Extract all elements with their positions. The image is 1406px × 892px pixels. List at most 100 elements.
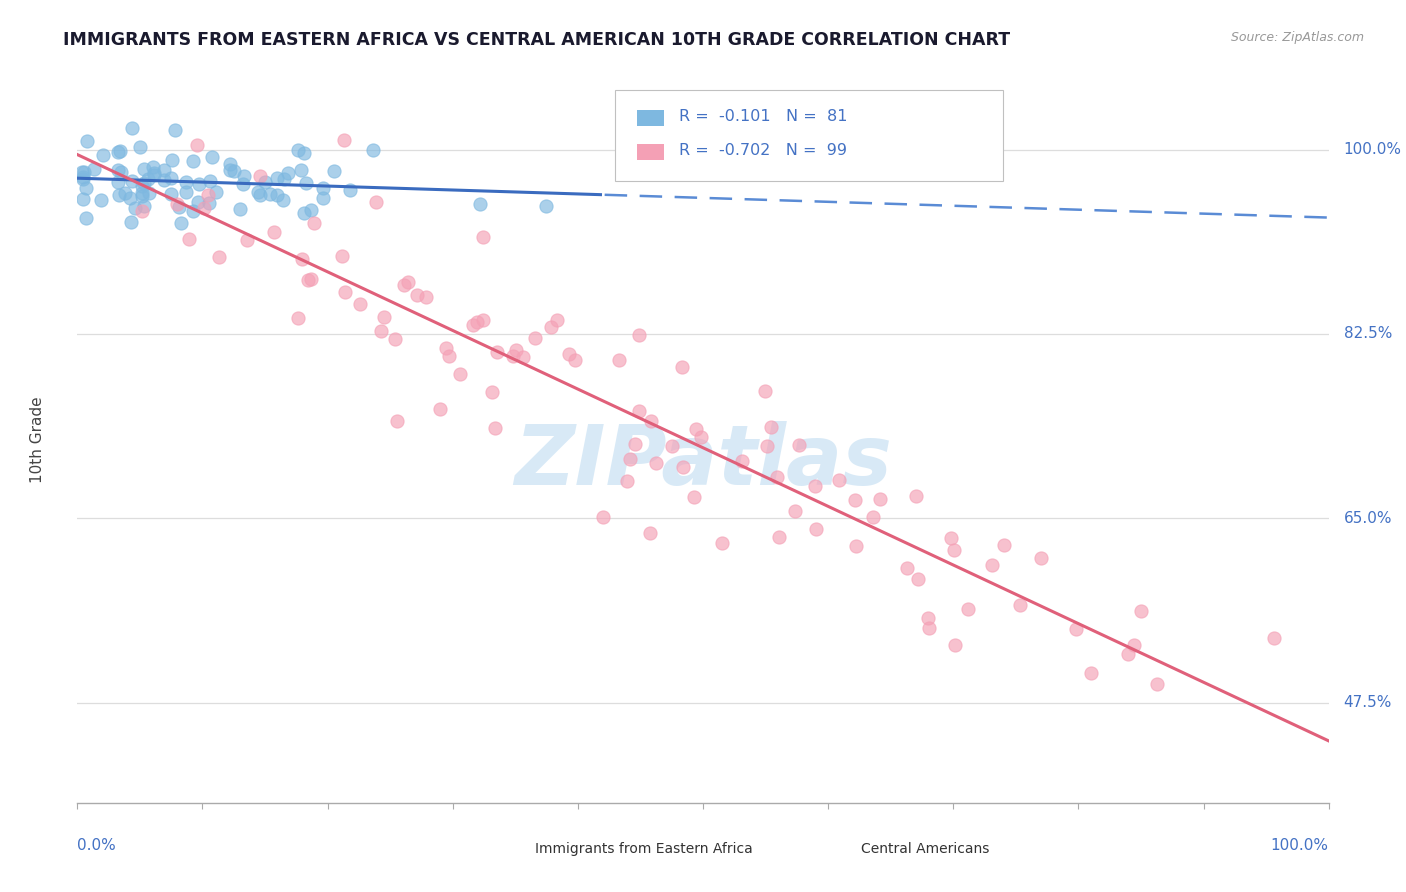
Point — [918, 621, 941, 635]
Point — [754, 384, 776, 399]
Point — [131, 179, 153, 194]
Text: IMMIGRANTS FROM EASTERN AFRICA VS CENTRAL AMERICAN 10TH GRADE CORRELATION CHART: IMMIGRANTS FROM EASTERN AFRICA VS CENTRA… — [63, 31, 1011, 49]
Point — [1146, 676, 1168, 690]
Point — [134, 161, 156, 176]
Point — [153, 173, 176, 187]
Point — [628, 327, 651, 342]
Point — [134, 176, 156, 190]
Point — [862, 510, 884, 524]
Point — [131, 203, 153, 218]
Point — [939, 531, 962, 545]
Text: R =  -0.101   N =  81: R = -0.101 N = 81 — [679, 109, 848, 124]
Point — [502, 349, 524, 363]
Point — [607, 353, 630, 368]
Point — [361, 143, 384, 157]
Point — [640, 414, 662, 428]
FancyBboxPatch shape — [503, 844, 526, 856]
Point — [671, 359, 693, 374]
Point — [297, 273, 319, 287]
Point — [484, 421, 506, 435]
Point — [1123, 638, 1146, 652]
Point — [153, 162, 176, 177]
Point — [645, 456, 668, 470]
Point — [160, 171, 183, 186]
Point — [1116, 647, 1139, 661]
Point — [143, 166, 166, 180]
Point — [785, 504, 807, 518]
Point — [160, 153, 183, 168]
Point — [690, 430, 713, 444]
Point — [981, 558, 1004, 572]
Text: 65.0%: 65.0% — [1344, 511, 1392, 525]
Point — [434, 341, 457, 355]
Point — [174, 175, 197, 189]
Point — [956, 602, 979, 616]
Point — [405, 288, 427, 302]
Point — [396, 275, 419, 289]
Point — [323, 164, 346, 178]
Point — [540, 320, 562, 334]
Point — [302, 216, 325, 230]
Point — [266, 170, 288, 185]
Point — [233, 169, 256, 183]
Text: 0.0%: 0.0% — [77, 838, 117, 853]
Point — [1008, 599, 1031, 613]
Point — [208, 251, 231, 265]
Point — [292, 206, 315, 220]
Point — [110, 165, 132, 179]
Point — [181, 153, 204, 168]
Point — [333, 133, 356, 147]
Point — [1130, 604, 1153, 618]
Point — [505, 343, 527, 358]
Point — [266, 188, 288, 202]
Point — [72, 172, 94, 186]
Point — [249, 169, 271, 184]
Point — [292, 145, 315, 160]
Point — [1031, 550, 1053, 565]
Point — [349, 296, 371, 310]
Point — [193, 201, 215, 215]
Point — [661, 439, 683, 453]
Point — [449, 368, 471, 382]
Point — [160, 187, 183, 202]
Point — [766, 470, 789, 484]
Point — [943, 542, 966, 557]
Point — [804, 478, 827, 492]
Point — [107, 187, 129, 202]
Point — [131, 186, 153, 200]
Point — [186, 137, 208, 152]
Point — [616, 474, 638, 488]
Text: Central Americans: Central Americans — [860, 841, 988, 855]
Point — [468, 197, 491, 211]
Point — [83, 161, 105, 176]
Point — [76, 135, 98, 149]
Point — [787, 437, 810, 451]
Text: 10th Grade: 10th Grade — [30, 396, 45, 483]
Point — [249, 188, 271, 202]
Point — [107, 163, 129, 178]
Point — [481, 385, 503, 400]
Point — [138, 186, 160, 200]
Point — [373, 310, 395, 324]
Point — [177, 232, 200, 246]
Point — [312, 191, 335, 205]
Point — [394, 277, 416, 292]
Point — [75, 211, 97, 226]
Text: Source: ZipAtlas.com: Source: ZipAtlas.com — [1230, 31, 1364, 45]
Point — [108, 144, 131, 158]
Point — [299, 203, 322, 218]
Point — [682, 490, 704, 504]
Point — [869, 491, 891, 506]
Point — [768, 530, 790, 544]
Point — [463, 318, 485, 332]
Point — [229, 202, 252, 216]
Point — [685, 422, 707, 436]
Point — [277, 166, 299, 180]
FancyBboxPatch shape — [637, 110, 664, 126]
Point — [232, 177, 254, 191]
Point — [845, 539, 868, 553]
Point — [806, 522, 828, 536]
Point — [385, 415, 408, 429]
Point — [72, 192, 94, 206]
Point — [465, 315, 488, 329]
